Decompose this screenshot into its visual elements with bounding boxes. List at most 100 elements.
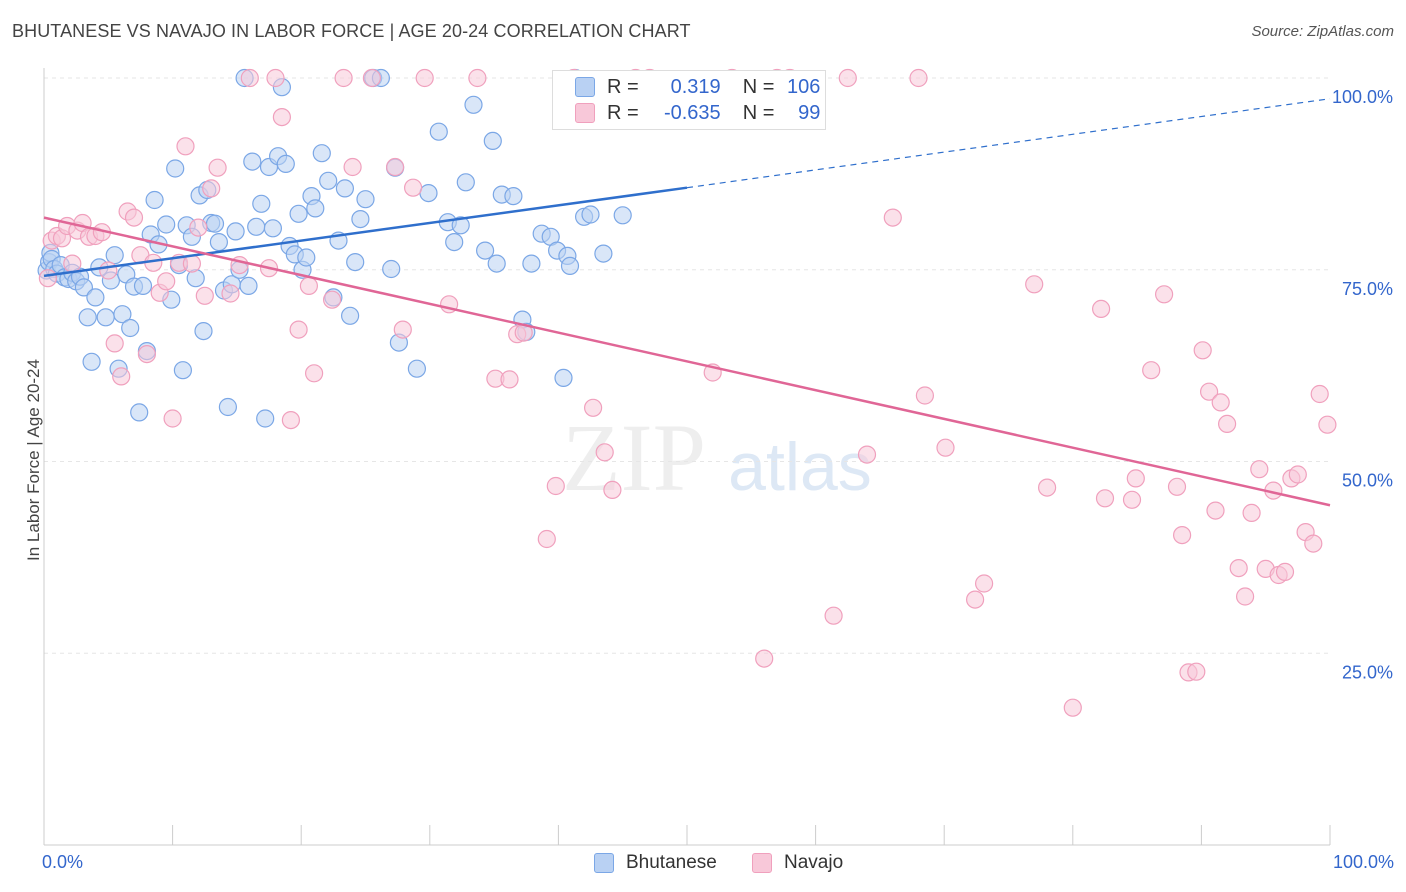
- source-label: Source: ZipAtlas.com: [1251, 23, 1394, 40]
- point-bhutanese-106: [581, 205, 600, 224]
- stats-row-navajo: R = -0.635 N = 99: [575, 101, 820, 125]
- r-label: R =: [607, 75, 639, 98]
- point-navajo-69: [883, 208, 902, 227]
- point-bhutanese-86: [445, 233, 464, 252]
- point-navajo-56: [583, 398, 603, 417]
- point-navajo-44: [393, 320, 412, 339]
- point-bhutanese-54: [252, 194, 271, 213]
- point-bhutanese-72: [335, 179, 354, 198]
- point-navajo-73: [965, 590, 985, 609]
- navajo-legend-swatch: [752, 853, 772, 873]
- point-navajo-70: [909, 68, 928, 88]
- point-bhutanese-13: [78, 308, 97, 327]
- point-navajo-28: [208, 158, 227, 177]
- point-bhutanese-73: [341, 306, 360, 325]
- point-navajo-91: [1211, 393, 1230, 412]
- point-bhutanese-84: [429, 122, 448, 141]
- point-navajo-20: [157, 272, 176, 291]
- point-navajo-94: [1235, 587, 1255, 606]
- trend-lines: [43, 98, 1331, 507]
- point-bhutanese-53: [247, 217, 266, 236]
- point-bhutanese-88: [456, 173, 475, 192]
- point-navajo-80: [1122, 490, 1142, 509]
- point-navajo-68: [857, 445, 877, 464]
- point-navajo-39: [323, 290, 342, 309]
- point-navajo-25: [189, 218, 208, 237]
- point-navajo-67: [838, 68, 857, 88]
- point-navajo-35: [281, 411, 300, 430]
- point-bhutanese-14: [82, 352, 101, 371]
- x-tick-label-max: 100.0%: [1332, 852, 1394, 872]
- point-bhutanese-87: [451, 216, 470, 235]
- legend-item-bhutanese[interactable]: Bhutanese: [594, 852, 717, 874]
- gridlines: [44, 77, 1330, 654]
- point-navajo-106: [1318, 415, 1337, 434]
- point-navajo-11: [99, 261, 118, 280]
- point-navajo-33: [266, 68, 285, 88]
- point-navajo-75: [1025, 275, 1044, 294]
- point-navajo-95: [1242, 503, 1261, 523]
- point-navajo-57: [595, 443, 614, 462]
- n-value: 106: [787, 75, 821, 98]
- point-navajo-23: [176, 137, 195, 156]
- point-bhutanese-55: [256, 409, 275, 428]
- point-navajo-34: [272, 107, 291, 127]
- point-navajo-21: [163, 409, 182, 428]
- bhutanese-legend-swatch: [594, 853, 614, 873]
- point-bhutanese-74: [346, 253, 365, 272]
- point-navajo-81: [1126, 469, 1145, 488]
- legend-label-bhutanese: Bhutanese: [626, 852, 717, 873]
- point-bhutanese-92: [487, 254, 506, 273]
- point-navajo-0: [38, 269, 58, 288]
- y-tick-label-1: 50.0%: [1342, 471, 1393, 491]
- point-bhutanese-21: [113, 305, 132, 324]
- legend-item-navajo[interactable]: Navajo: [752, 852, 843, 874]
- point-navajo-48: [468, 68, 487, 88]
- series-legend: Bhutanese Navajo: [0, 850, 1406, 880]
- point-navajo-54: [546, 476, 565, 496]
- data-points: [37, 68, 1337, 717]
- point-bhutanese-68: [312, 144, 331, 163]
- point-bhutanese-26: [133, 276, 153, 295]
- point-bhutanese-107: [594, 244, 613, 263]
- point-navajo-29: [221, 284, 240, 303]
- point-navajo-102: [1288, 465, 1307, 484]
- point-bhutanese-103: [560, 256, 580, 275]
- point-bhutanese-57: [263, 219, 282, 238]
- point-navajo-76: [1037, 478, 1057, 497]
- trend-line-bhutanese: [43, 186, 688, 278]
- navajo-swatch: [575, 103, 595, 123]
- point-navajo-105: [1310, 384, 1329, 404]
- point-bhutanese-75: [351, 210, 370, 229]
- point-bhutanese-60: [276, 154, 295, 173]
- point-bhutanese-48: [226, 222, 245, 241]
- trend-line-navajo: [43, 216, 1331, 507]
- point-bhutanese-35: [173, 361, 192, 380]
- point-bhutanese-12: [74, 278, 94, 297]
- stats-row-bhutanese: R = 0.319 N = 106: [575, 75, 820, 99]
- y-tick-label-3: 100.0%: [1332, 87, 1393, 107]
- point-bhutanese-40: [194, 322, 213, 341]
- point-navajo-53: [537, 529, 556, 549]
- point-bhutanese-19: [105, 246, 124, 265]
- y-tick-label-2: 75.0%: [1342, 279, 1393, 299]
- point-navajo-77: [1063, 698, 1082, 717]
- point-navajo-66: [824, 606, 843, 625]
- point-bhutanese-65: [297, 248, 316, 267]
- point-bhutanese-29: [145, 190, 164, 210]
- point-bhutanese-91: [483, 131, 502, 150]
- r-value: -0.635: [663, 101, 721, 124]
- point-navajo-58: [603, 480, 622, 499]
- point-bhutanese-90: [476, 241, 495, 260]
- point-navajo-82: [1142, 361, 1161, 380]
- point-bhutanese-101: [554, 368, 573, 387]
- point-bhutanese-97: [522, 254, 541, 273]
- point-bhutanese-94: [504, 187, 523, 206]
- point-navajo-74: [974, 574, 994, 593]
- point-bhutanese-52: [243, 152, 262, 171]
- trend-line-bhutanese-extension: [686, 98, 1331, 189]
- point-navajo-13: [112, 367, 131, 386]
- point-navajo-40: [334, 68, 353, 88]
- point-bhutanese-83: [419, 184, 438, 203]
